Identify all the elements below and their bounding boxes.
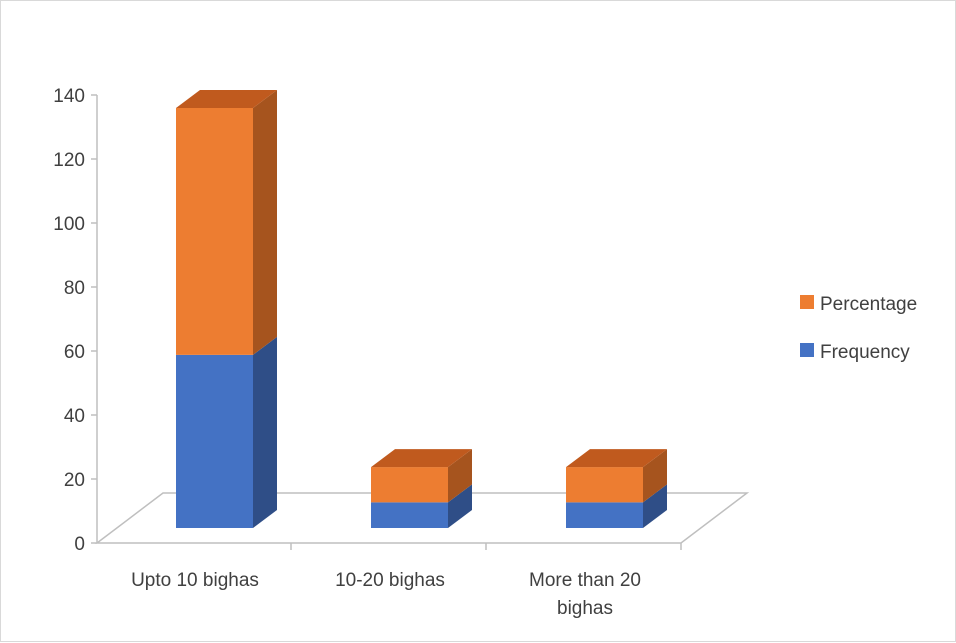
bar-side-frequency: [253, 336, 277, 528]
bar-segment-percentage: [176, 108, 253, 355]
bar-top-percentage: [566, 449, 667, 468]
bar-top-percentage: [371, 449, 472, 468]
y-axis: 0 20 40 60 80 100 120 140: [53, 86, 682, 555]
bar-segment-percentage: [371, 467, 448, 503]
legend-swatch-percentage: [800, 295, 814, 309]
bar-side-frequency: [448, 484, 472, 528]
y-tick-label: 0: [74, 534, 85, 555]
bar-side-percentage: [253, 90, 277, 355]
y-tick-label: 100: [53, 214, 85, 235]
bar-segment-frequency: [371, 502, 448, 528]
y-tick-label: 80: [64, 278, 85, 299]
category-labels: Upto 10 bighas 10-20 bighas More than 20 bi…: [131, 570, 641, 619]
bar-side-percentage: [448, 449, 472, 503]
bar-segment-percentage: [566, 467, 643, 503]
bar-side-frequency: [643, 484, 667, 528]
y-tick-label: 120: [53, 150, 85, 171]
bars: [176, 90, 667, 528]
legend: Percentage Frequency: [800, 294, 917, 363]
category-label: More than 20: [529, 570, 641, 591]
category-label: 10-20 bighas: [335, 570, 445, 591]
legend-label-frequency: Frequency: [820, 342, 910, 363]
y-tick-label: 40: [64, 406, 85, 427]
bar-segment-frequency: [176, 354, 253, 528]
bar-top-percentage: [176, 90, 277, 108]
bar-side-percentage: [643, 449, 667, 503]
category-label: bighas: [557, 598, 613, 619]
legend-label-percentage: Percentage: [820, 294, 917, 315]
y-tick-label: 60: [64, 342, 85, 363]
bar-segment-frequency: [566, 502, 643, 528]
legend-swatch-frequency: [800, 343, 814, 357]
y-tick-label: 140: [53, 86, 85, 107]
y-tick-label: 20: [64, 470, 85, 491]
category-label: Upto 10 bighas: [131, 570, 259, 591]
